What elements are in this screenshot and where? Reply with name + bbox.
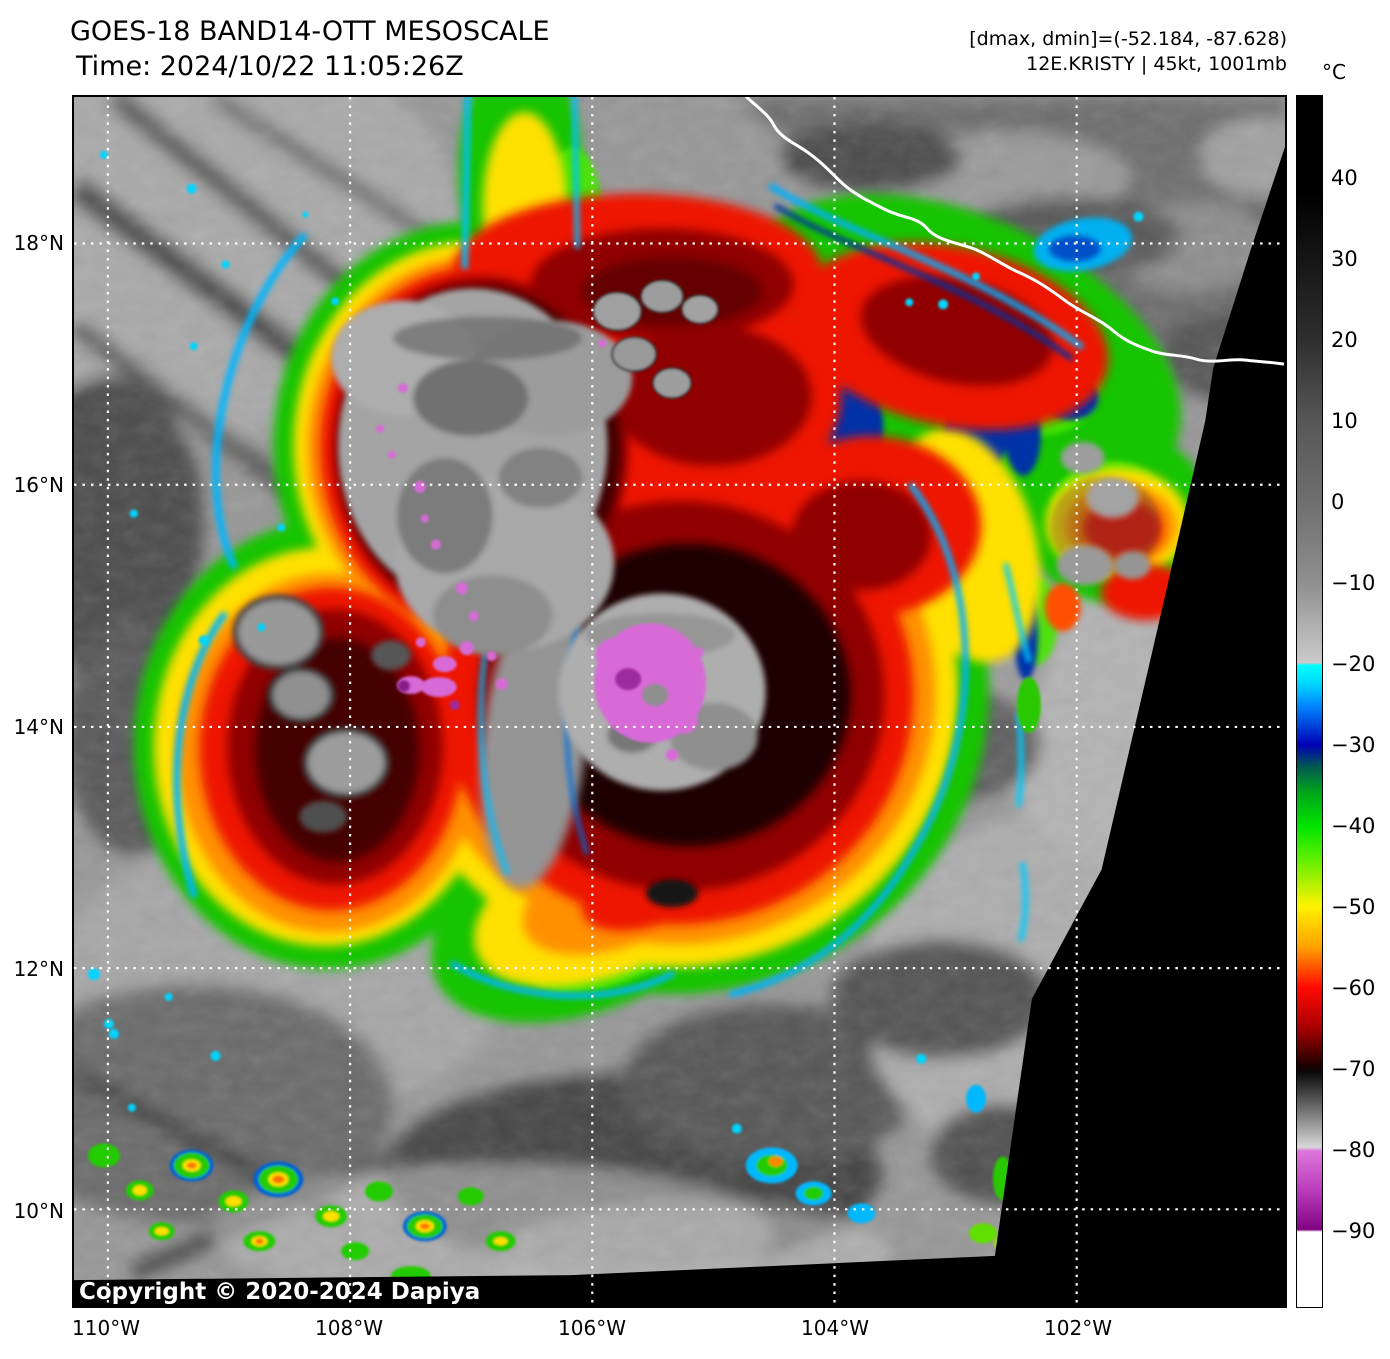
colorbar-tick-label: 10 — [1331, 409, 1358, 433]
temperature-colorbar — [1296, 95, 1323, 1308]
lat-axis-label: 10°N — [13, 1199, 64, 1223]
colorbar-tick-label: −40 — [1331, 814, 1376, 838]
no-data-wedge — [990, 146, 1285, 1284]
colorbar-tick-label: 20 — [1331, 328, 1358, 352]
coastline — [744, 97, 1285, 366]
colorbar-tick-label: 30 — [1331, 247, 1358, 271]
lon-axis-label: 108°W — [315, 1316, 383, 1340]
lon-axis-label: 110°W — [72, 1316, 140, 1340]
lon-axis-label: 102°W — [1044, 1316, 1112, 1340]
grid-lines — [74, 97, 1285, 1306]
colorbar-tick-label: −70 — [1331, 1057, 1376, 1081]
colorbar-tick-label: −30 — [1331, 733, 1376, 757]
colorbar-unit-label: °C — [1322, 60, 1346, 84]
colorbar-tick-label: −80 — [1331, 1138, 1376, 1162]
image-title: GOES-18 BAND14-OTT MESOSCALE — [70, 16, 550, 47]
lat-axis-label: 14°N — [13, 715, 64, 739]
colorbar-tick-label: −50 — [1331, 895, 1376, 919]
storm-kristy-imagery — [87, 97, 1211, 1287]
dmax-dmin-readout: [dmax, dmin]=(-52.184, -87.628) — [969, 28, 1287, 50]
colorbar-tick-label: −60 — [1331, 976, 1376, 1000]
no-data-bottom-strip — [74, 1255, 1285, 1306]
satellite-map: Copyright © 2020-2024 Dapiya — [72, 95, 1287, 1308]
colorbar-tick-label: −90 — [1331, 1219, 1376, 1243]
colorbar-tick-label: −20 — [1331, 652, 1376, 676]
lon-axis-label: 106°W — [558, 1316, 626, 1340]
lat-axis-label: 18°N — [13, 231, 64, 255]
lat-axis-label: 12°N — [13, 957, 64, 981]
colorbar-tick-label: 40 — [1331, 166, 1358, 190]
satellite-image — [74, 97, 1285, 1306]
header-right: [dmax, dmin]=(-52.184, -87.628) 12E.KRIS… — [969, 27, 1287, 77]
colorbar-tick-label: −10 — [1331, 571, 1376, 595]
storm-info-readout: 12E.KRISTY | 45kt, 1001mb — [1026, 53, 1287, 75]
image-timestamp: Time: 2024/10/22 11:05:26Z — [76, 51, 464, 82]
colorbar-tick-label: 0 — [1331, 490, 1345, 514]
copyright-watermark: Copyright © 2020-2024 Dapiya — [79, 1279, 481, 1305]
lat-axis-label: 16°N — [13, 473, 64, 497]
lon-axis-label: 104°W — [801, 1316, 869, 1340]
